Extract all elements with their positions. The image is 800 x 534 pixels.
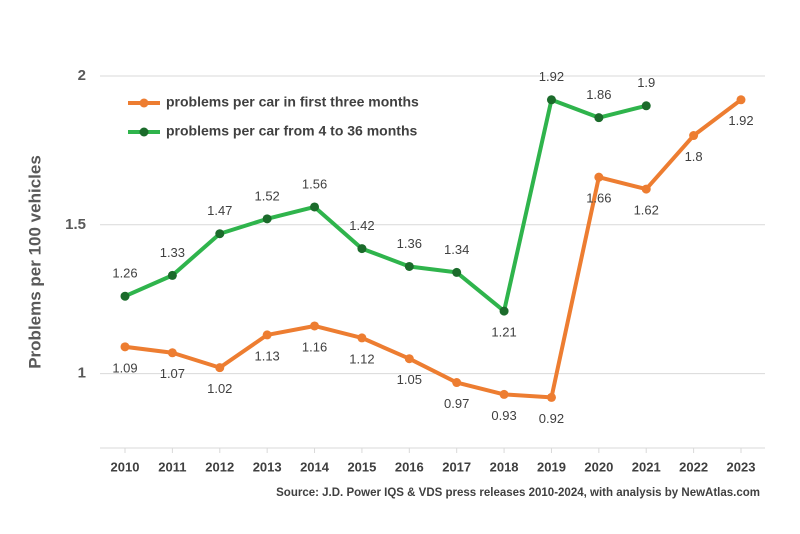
data-label: 1.92	[728, 113, 753, 128]
data-label: 1.05	[397, 372, 422, 387]
x-tick-label: 2010	[111, 459, 140, 474]
point	[357, 333, 367, 343]
x-tick-label: 2011	[158, 459, 186, 474]
data-label: 1.92	[539, 69, 564, 84]
x-tick-label: 2014	[300, 459, 330, 474]
point	[641, 101, 651, 111]
data-label: 1.07	[160, 366, 185, 381]
x-tick-label: 2023	[727, 459, 756, 474]
point	[357, 244, 367, 254]
point	[404, 354, 414, 364]
x-tick-label: 2016	[395, 459, 424, 474]
y-axis-label: Problems per 100 vehicles	[25, 155, 44, 369]
x-tick-label: 2015	[347, 459, 376, 474]
data-label: 1.66	[586, 191, 611, 206]
x-tick-label: 2013	[253, 459, 282, 474]
point	[546, 95, 556, 105]
point	[310, 202, 320, 212]
data-label: 1.8	[685, 149, 703, 164]
point	[215, 363, 225, 373]
point	[546, 392, 556, 402]
point	[120, 291, 130, 301]
data-label: 1.47	[207, 203, 232, 218]
data-label: 1.86	[586, 87, 611, 102]
point	[215, 229, 225, 239]
source: Source: J.D. Power IQS & VDS press relea…	[276, 487, 760, 499]
x-tick-label: 2018	[490, 459, 519, 474]
point	[262, 330, 272, 340]
y-tick-label: 1.5	[65, 216, 86, 233]
point	[452, 378, 462, 388]
point	[404, 261, 414, 271]
data-label: 1.34	[444, 242, 469, 257]
data-label: 1.16	[302, 339, 327, 354]
point	[167, 270, 177, 280]
x-tick-label: 2017	[442, 459, 471, 474]
x-tick-label: 2012	[205, 459, 234, 474]
data-label: 0.92	[539, 411, 564, 426]
data-label: 1.02	[207, 381, 232, 396]
data-label: 1.26	[112, 266, 137, 281]
data-label: 0.93	[491, 408, 516, 423]
point	[310, 321, 320, 331]
point	[452, 267, 462, 277]
legend-label: problems per car in first three months	[166, 94, 419, 110]
x-tick-label: 2022	[679, 459, 708, 474]
data-label: 1.56	[302, 176, 327, 191]
point	[120, 342, 130, 352]
legend-marker	[139, 98, 149, 108]
point	[167, 348, 177, 358]
data-label: 1.36	[397, 236, 422, 251]
data-label: 1.12	[349, 351, 374, 366]
x-tick-label: 2021	[632, 459, 661, 474]
point	[499, 306, 509, 316]
point	[594, 113, 604, 123]
point	[736, 95, 746, 105]
x-tick-label: 2019	[537, 459, 566, 474]
y-tick-label: 1	[78, 365, 86, 382]
data-label: 1.33	[160, 245, 185, 260]
point	[262, 214, 272, 224]
data-label: 1.09	[112, 360, 137, 375]
point	[689, 131, 699, 141]
data-label: 0.97	[444, 396, 469, 411]
data-label: 1.21	[491, 325, 516, 340]
data-label: 1.9	[637, 75, 655, 90]
series-line	[124, 97, 647, 314]
data-label: 1.62	[634, 203, 659, 218]
series-line	[124, 98, 743, 400]
data-label: 1.42	[349, 218, 374, 233]
y-tick-label: 2	[78, 67, 86, 84]
point	[594, 172, 604, 182]
legend-marker	[139, 127, 149, 137]
x-tick-label: 2020	[584, 459, 613, 474]
point	[641, 184, 651, 194]
legend-label: problems per car from 4 to 36 months	[166, 123, 417, 139]
data-label: 1.13	[254, 348, 279, 363]
point	[499, 389, 509, 399]
data-label: 1.52	[254, 188, 279, 203]
